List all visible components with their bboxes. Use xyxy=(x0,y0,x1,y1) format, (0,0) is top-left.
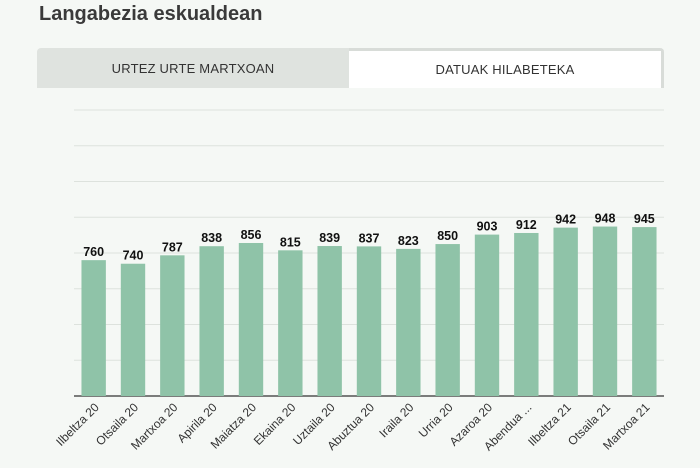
bar[interactable] xyxy=(160,255,185,396)
bar[interactable] xyxy=(238,242,264,396)
chart-data-labels: 760 740 787 838 856 815 839 837 823 850 903 912 942 9… xyxy=(83,212,655,263)
bar-value-label: 740 xyxy=(123,249,144,263)
bar-value-label: 838 xyxy=(201,231,222,245)
bar-value-label: 850 xyxy=(437,229,458,243)
bar-value-label: 912 xyxy=(516,218,537,232)
bar-value-label: 760 xyxy=(83,245,104,259)
bar[interactable] xyxy=(278,250,303,396)
bar[interactable] xyxy=(356,246,382,396)
bar[interactable] xyxy=(81,260,106,396)
tab-datuak-hilabeteka[interactable]: DATUAK HILABETEKA xyxy=(349,48,664,88)
bar[interactable] xyxy=(553,227,578,396)
bar[interactable] xyxy=(474,234,500,396)
bar-value-label: 945 xyxy=(634,212,655,226)
bar-value-label: 942 xyxy=(555,213,576,227)
bar[interactable] xyxy=(592,226,618,396)
page-title: Langabezia eskualdean xyxy=(39,3,263,25)
bar[interactable] xyxy=(120,263,146,396)
bar-value-label: 837 xyxy=(359,231,380,245)
bar-value-label: 787 xyxy=(162,240,183,254)
bar-value-label: 839 xyxy=(319,231,340,245)
tab-bar: URTEZ URTE MARTXOAN DATUAK HILABETEKA xyxy=(37,48,664,88)
bar[interactable] xyxy=(199,246,224,396)
bar-value-label: 948 xyxy=(595,212,616,226)
bar[interactable] xyxy=(632,227,657,396)
bar-value-label: 856 xyxy=(241,228,262,242)
bar[interactable] xyxy=(514,232,539,396)
bar[interactable] xyxy=(435,244,460,396)
tab-urtez-urte-martxoan[interactable]: URTEZ URTE MARTXOAN xyxy=(37,48,349,88)
bar[interactable] xyxy=(317,246,342,396)
bar-value-label: 903 xyxy=(477,220,498,234)
bar-value-label: 823 xyxy=(398,234,419,248)
x-tick-label: Iraila 20 xyxy=(376,400,416,440)
chart-bars xyxy=(81,226,657,396)
bar-value-label: 815 xyxy=(280,235,301,249)
bar[interactable] xyxy=(396,248,421,396)
